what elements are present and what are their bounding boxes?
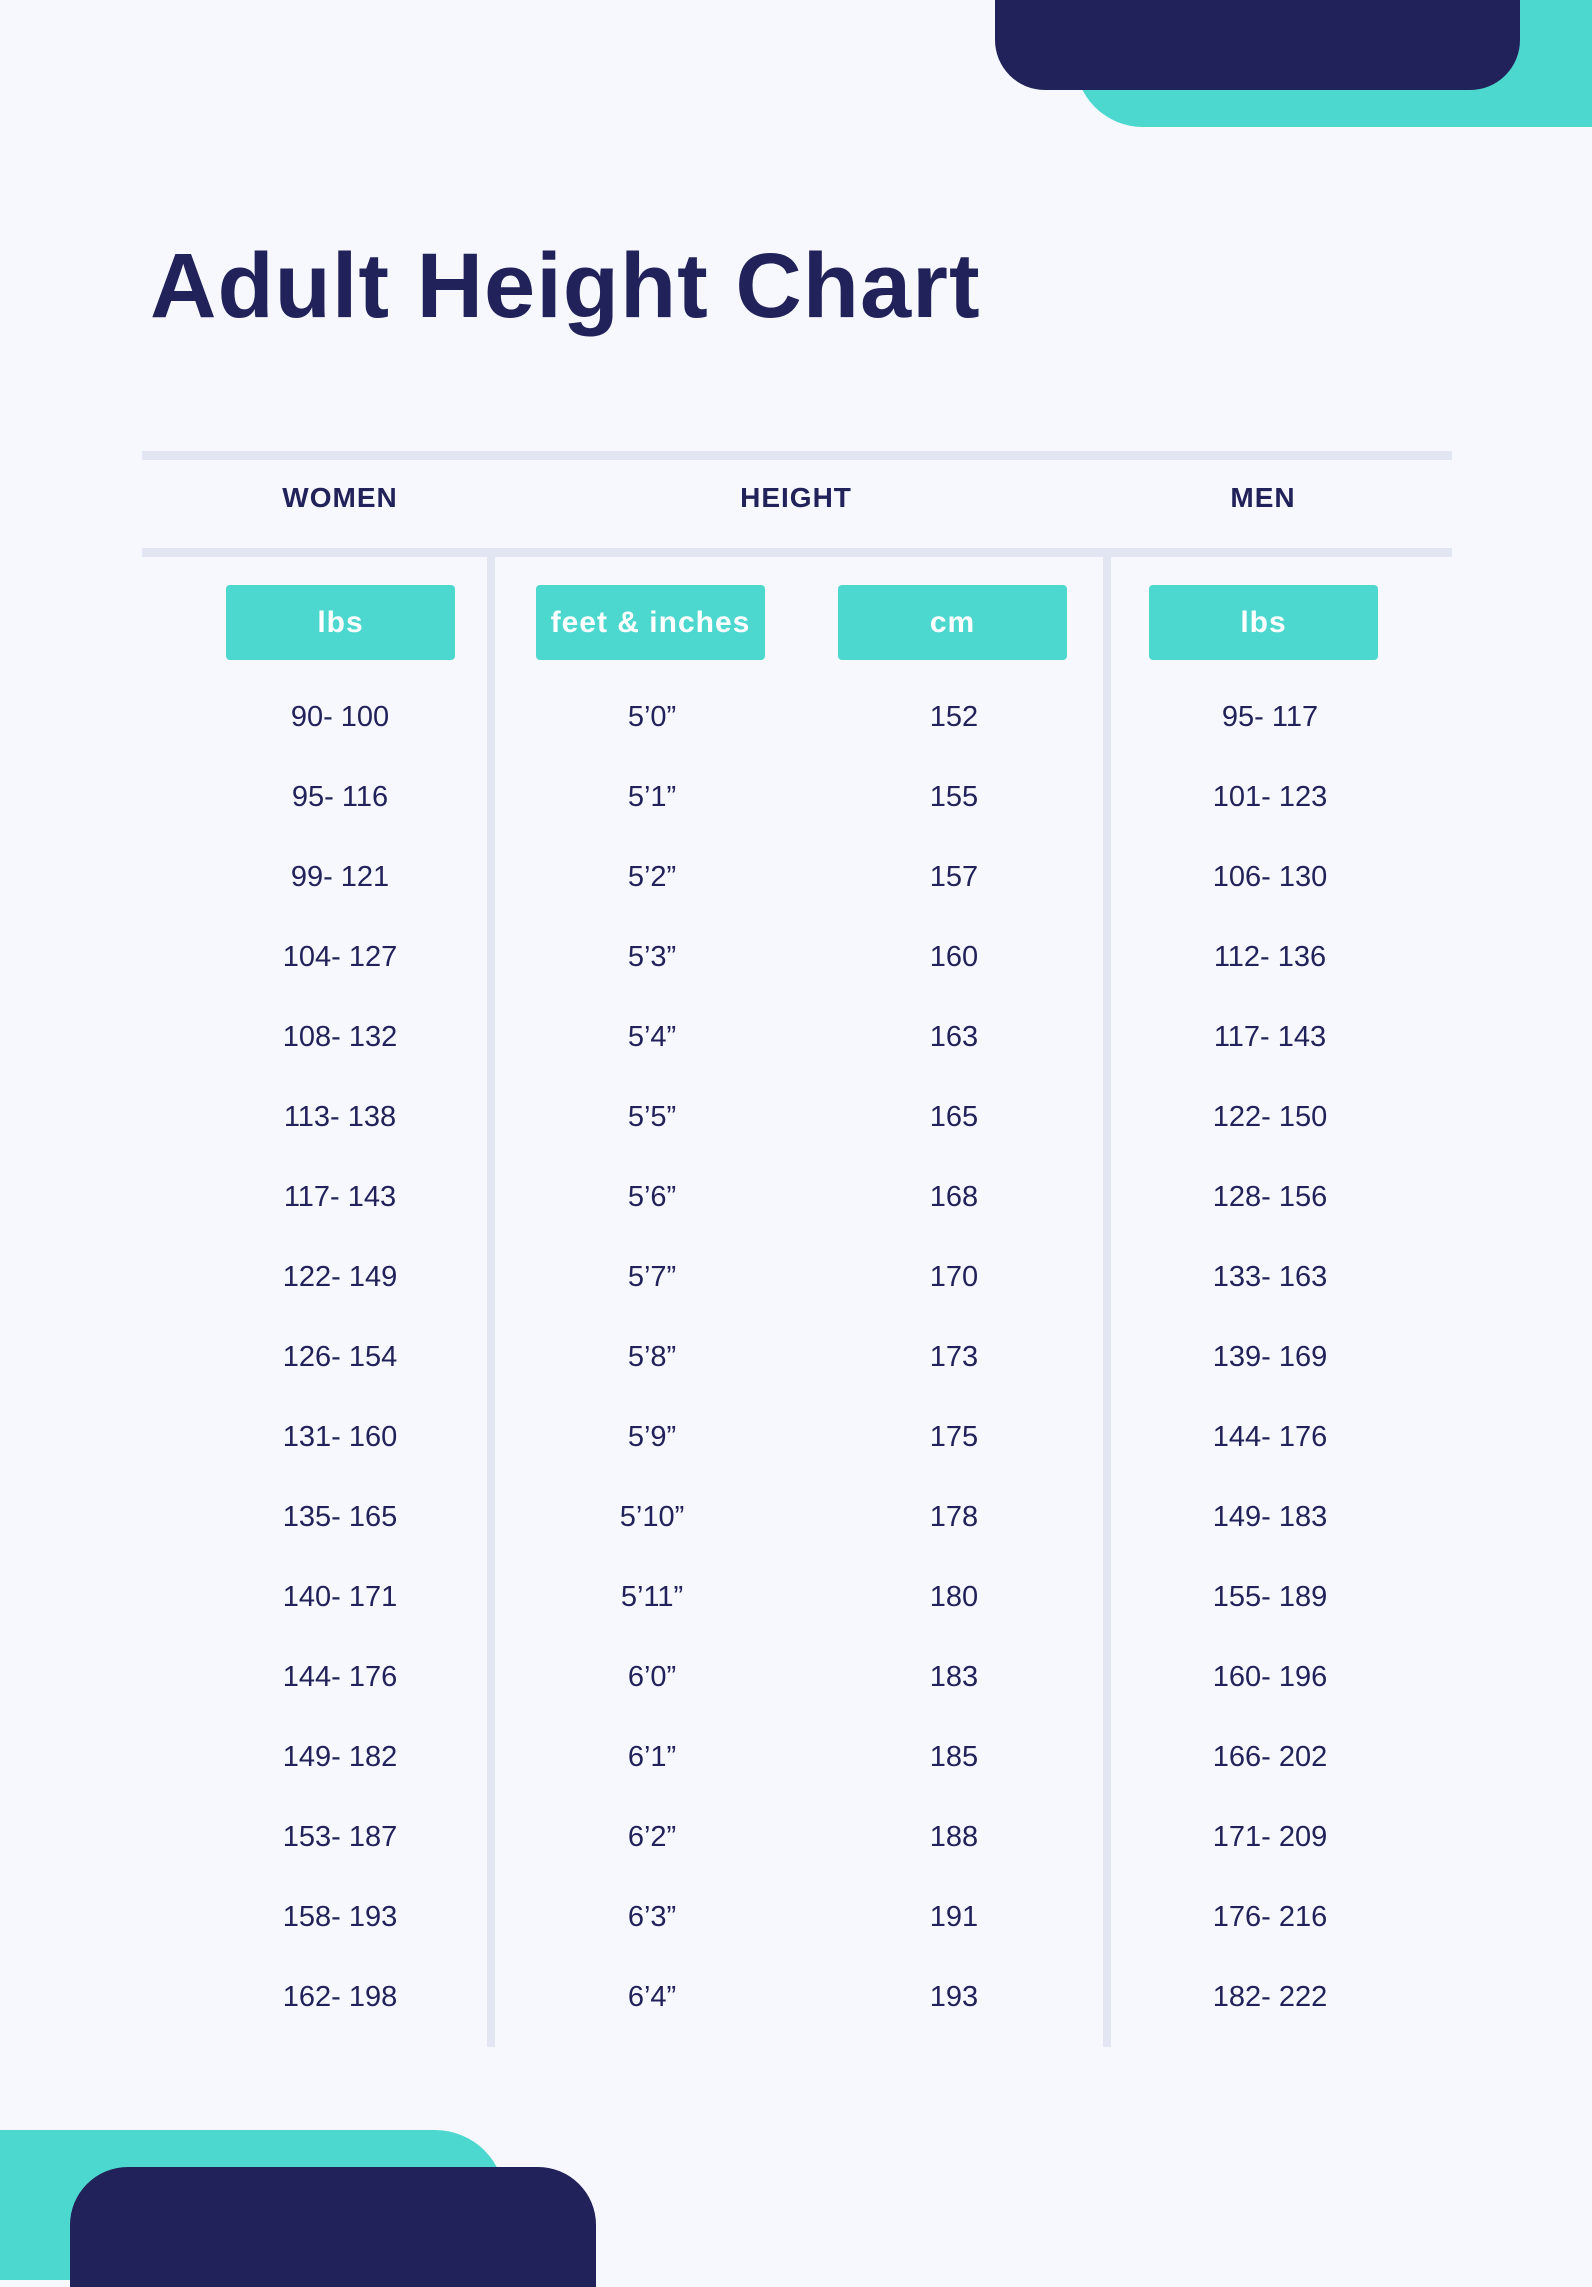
cell-men: 149- 183 <box>1212 1501 1328 1533</box>
cell-women: 90- 100 <box>290 701 390 733</box>
cell-men: 112- 136 <box>1213 941 1327 973</box>
cell-feet: 5’4” <box>627 1021 677 1053</box>
cell-men: 95- 117 <box>1221 701 1319 733</box>
unit-pill-men-lbs: lbs <box>1149 585 1378 660</box>
cell-feet: 5’0” <box>627 701 677 733</box>
cell-feet: 6’1” <box>627 1741 677 1773</box>
cell-women: 104- 127 <box>282 941 398 973</box>
cell-women: 140- 171 <box>282 1581 398 1613</box>
cell-cm: 183 <box>929 1661 979 1693</box>
cell-feet: 5’7” <box>627 1261 677 1293</box>
cell-feet: 5’6” <box>627 1181 677 1213</box>
cell-men: 182- 222 <box>1212 1981 1328 2013</box>
header-rule <box>142 548 1452 557</box>
cell-cm: 191 <box>929 1901 979 1933</box>
cell-women: 117- 143 <box>283 1181 397 1213</box>
cell-men: 144- 176 <box>1212 1421 1328 1453</box>
cell-women: 113- 138 <box>283 1101 397 1133</box>
cell-women: 153- 187 <box>282 1821 398 1853</box>
page-title: Adult Height Chart <box>150 235 981 337</box>
cell-women: 108- 132 <box>282 1021 398 1053</box>
cell-cm: 152 <box>929 701 979 733</box>
cell-women: 149- 182 <box>282 1741 398 1773</box>
cell-feet: 5’5” <box>627 1101 677 1133</box>
cell-cm: 185 <box>929 1741 979 1773</box>
cell-men: 171- 209 <box>1212 1821 1328 1853</box>
cell-cm: 168 <box>929 1181 979 1213</box>
cell-feet: 6’4” <box>627 1981 677 2013</box>
cell-men: 176- 216 <box>1212 1901 1328 1933</box>
cell-feet: 5’11” <box>620 1581 684 1613</box>
cell-women: 158- 193 <box>282 1901 398 1933</box>
cell-women: 99- 121 <box>290 861 390 893</box>
group-header-men: MEN <box>1230 482 1296 513</box>
cell-feet: 6’3” <box>627 1901 677 1933</box>
cell-cm: 180 <box>929 1581 979 1613</box>
cell-men: 101- 123 <box>1212 781 1328 813</box>
column-divider <box>1103 557 1111 2047</box>
cell-feet: 5’2” <box>627 861 677 893</box>
cell-men: 106- 130 <box>1212 861 1328 893</box>
cell-cm: 155 <box>929 781 979 813</box>
top-rule <box>142 451 1452 460</box>
cell-feet: 5’3” <box>627 941 677 973</box>
cell-men: 122- 150 <box>1212 1101 1328 1133</box>
cell-feet: 5’10” <box>619 1501 685 1533</box>
column-divider <box>487 557 495 2047</box>
cell-men: 139- 169 <box>1212 1341 1328 1373</box>
cell-feet: 5’1” <box>627 781 677 813</box>
unit-pill-women-lbs: lbs <box>226 585 455 660</box>
cell-men: 155- 189 <box>1212 1581 1328 1613</box>
unit-pill-feet-inches: feet & inches <box>536 585 765 660</box>
cell-men: 160- 196 <box>1212 1661 1328 1693</box>
cell-cm: 188 <box>929 1821 979 1853</box>
cell-cm: 163 <box>929 1021 979 1053</box>
cell-men: 117- 143 <box>1213 1021 1327 1053</box>
cell-cm: 165 <box>929 1101 979 1133</box>
cell-cm: 157 <box>929 861 979 893</box>
decor-navy-shape-bottom <box>70 2167 596 2287</box>
cell-cm: 193 <box>929 1981 979 2013</box>
cell-feet: 5’8” <box>627 1341 677 1373</box>
group-header-height: HEIGHT <box>740 482 852 513</box>
cell-cm: 170 <box>929 1261 979 1293</box>
group-header-women: WOMEN <box>282 482 398 513</box>
cell-cm: 173 <box>929 1341 979 1373</box>
cell-men: 128- 156 <box>1212 1181 1328 1213</box>
cell-cm: 175 <box>929 1421 979 1453</box>
cell-feet: 6’0” <box>627 1661 677 1693</box>
cell-men: 166- 202 <box>1212 1741 1328 1773</box>
cell-women: 144- 176 <box>282 1661 398 1693</box>
cell-cm: 178 <box>929 1501 979 1533</box>
cell-women: 126- 154 <box>282 1341 398 1373</box>
unit-pill-cm: cm <box>838 585 1067 660</box>
cell-women: 95- 116 <box>291 781 389 813</box>
cell-women: 131- 160 <box>282 1421 398 1453</box>
cell-feet: 6’2” <box>627 1821 677 1853</box>
cell-men: 133- 163 <box>1212 1261 1328 1293</box>
cell-feet: 5’9” <box>627 1421 677 1453</box>
decor-navy-shape-top <box>995 0 1520 90</box>
cell-cm: 160 <box>929 941 979 973</box>
cell-women: 122- 149 <box>282 1261 398 1293</box>
cell-women: 135- 165 <box>282 1501 398 1533</box>
cell-women: 162- 198 <box>282 1981 398 2013</box>
